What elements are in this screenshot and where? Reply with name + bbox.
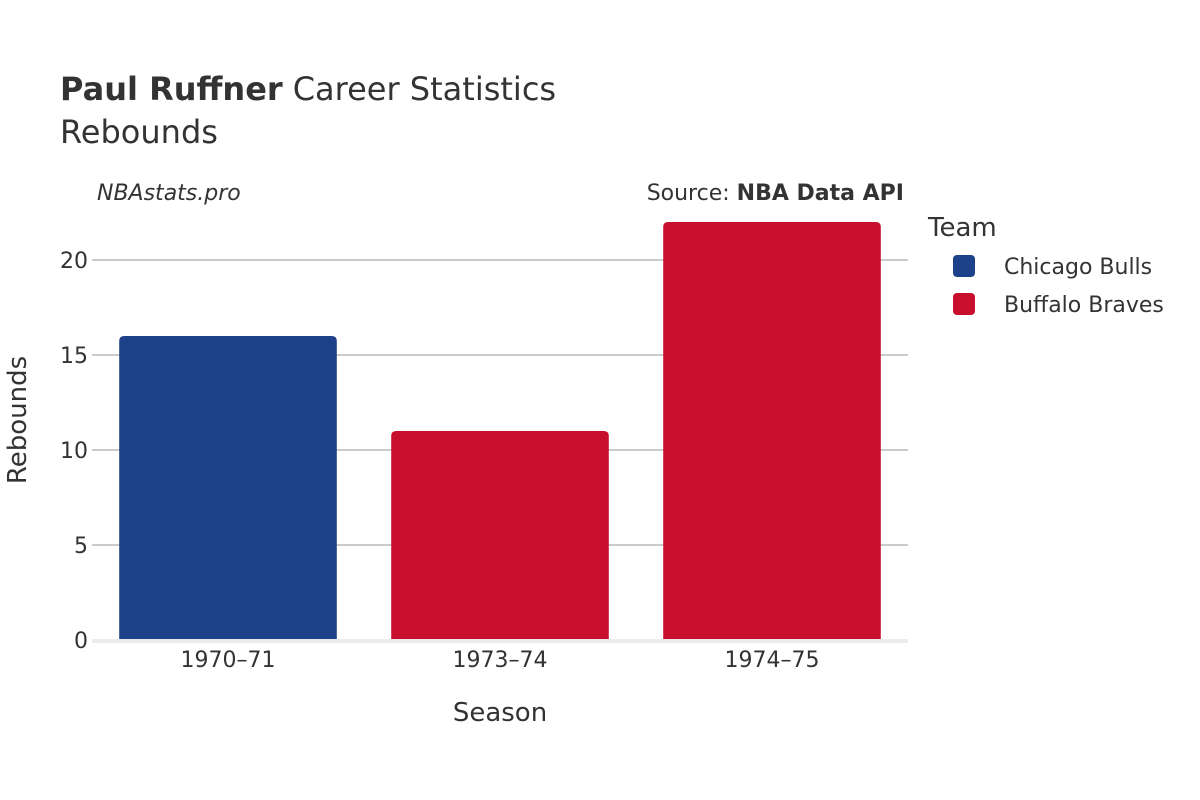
y-tick-label: 5 — [74, 534, 88, 559]
legend-label: Buffalo Braves — [1004, 293, 1164, 318]
chart-subtitle: Rebounds — [60, 113, 218, 151]
legend-item[interactable]: Chicago Bulls — [953, 255, 1152, 280]
legend-label: Chicago Bulls — [1004, 255, 1152, 280]
legend-title: Team — [927, 213, 997, 243]
y-tick-label: 10 — [60, 439, 88, 464]
title-player-name: Paul Ruffner — [60, 70, 283, 108]
legend: Team Chicago Bulls Buffalo Braves — [927, 213, 1164, 318]
chart-title: Paul Ruffner Career Statistics — [60, 70, 556, 108]
y-tick-label: 0 — [74, 629, 88, 654]
brand-label: NBAstats.pro — [97, 181, 241, 206]
legend-item[interactable]: Buffalo Braves — [953, 293, 1164, 318]
bar-1970-71[interactable] — [119, 336, 337, 640]
legend-swatch — [953, 293, 975, 315]
legend-swatch — [953, 255, 975, 277]
bar-1973-74[interactable] — [391, 431, 609, 640]
y-axis-title: Rebounds — [3, 356, 33, 484]
x-tick-labels: 1970–71 1973–74 1974–75 — [181, 648, 820, 673]
x-tick-label: 1973–74 — [453, 648, 548, 673]
y-tick-label: 20 — [60, 249, 88, 274]
y-tick-labels: 0 5 10 15 20 — [60, 249, 88, 654]
legend-items: Chicago Bulls Buffalo Braves — [953, 255, 1164, 318]
x-tick-label: 1970–71 — [181, 648, 276, 673]
x-axis-title: Season — [453, 698, 547, 728]
title-rest: Career Statistics — [293, 70, 556, 108]
bars — [119, 222, 881, 640]
bar-1974-75[interactable] — [663, 222, 881, 640]
x-tick-label: 1974–75 — [725, 648, 820, 673]
source-label: Source: NBA Data API — [647, 181, 904, 206]
source-prefix: Source: — [647, 181, 737, 206]
source-name: NBA Data API — [737, 181, 904, 206]
y-tick-label: 15 — [60, 344, 88, 369]
